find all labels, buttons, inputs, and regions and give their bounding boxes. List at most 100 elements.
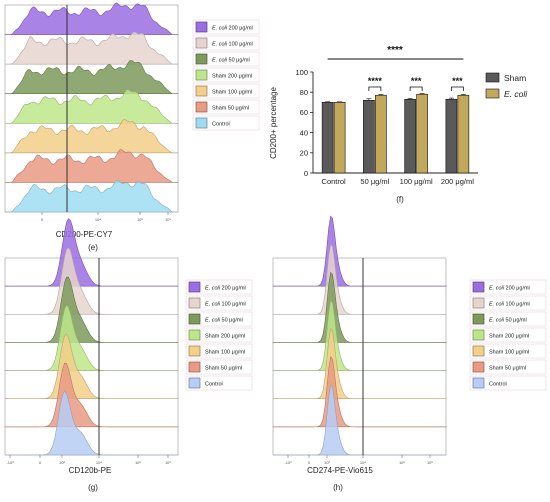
panel-f-significance-top: **** xyxy=(387,45,403,56)
x-tick-label: 10⁶ xyxy=(165,460,171,465)
legend-frame xyxy=(192,115,260,131)
x-tick-label: 10⁴ xyxy=(360,460,366,465)
legend-frame xyxy=(192,35,260,51)
histogram-curve xyxy=(4,304,179,371)
bar xyxy=(363,99,375,174)
panel-g-legend: E. coli 200 μg/ml E. coli 100 μg/ml E. col… xyxy=(185,279,253,391)
histogram-curve xyxy=(4,149,179,183)
y-tick-label: 60 xyxy=(300,108,308,117)
x-tick-label: -10³ xyxy=(284,460,292,465)
x-tick-label: Control xyxy=(322,177,347,186)
panel-h-histogram: -10³ 0 10³ 10⁴ 10⁵ 10⁶ xyxy=(272,215,447,465)
histogram-curve xyxy=(272,299,447,371)
histogram-curve xyxy=(4,60,179,95)
legend-frame xyxy=(469,359,547,375)
histogram-curve xyxy=(4,31,179,65)
x-tick-label: 10⁴ xyxy=(96,460,102,465)
legend-label: E. coli 100 μg/ml xyxy=(489,302,530,308)
legend-label: Sham 200 μg/ml xyxy=(205,334,245,340)
histogram-curve xyxy=(4,362,179,428)
legend-frame xyxy=(192,67,260,83)
bar xyxy=(416,93,428,174)
legend-label: E. coli 200 μg/ml xyxy=(212,26,253,32)
y-tick-label: 20 xyxy=(300,149,308,158)
legend-swatch xyxy=(472,281,485,293)
histogram-curve xyxy=(4,89,179,124)
histogram-curve xyxy=(5,390,178,456)
significance-bracket xyxy=(368,86,382,91)
legend-swatch xyxy=(195,117,208,129)
legend-swatch xyxy=(195,21,208,33)
x-tick-label: 10³ xyxy=(59,460,65,465)
legend-label: Sham 100 μg/ml xyxy=(212,90,252,96)
legend-frame xyxy=(185,343,253,359)
panel-g-caption: (g) xyxy=(88,483,98,492)
legend-label: Sham 50 μg/ml xyxy=(212,106,249,112)
legend-label: Sham 50 μg/ml xyxy=(205,366,242,372)
legend-frame xyxy=(469,327,547,343)
legend-swatch xyxy=(188,297,201,309)
legend-label: E. coli 100 μg/ml xyxy=(205,302,246,308)
legend-label: E. coli 200 μg/ml xyxy=(489,286,530,292)
legend-label: E. coli 200 μg/ml xyxy=(205,286,246,292)
legend-label: Control xyxy=(489,382,507,388)
legend-frame xyxy=(469,311,547,327)
legend-label: Control xyxy=(212,122,230,128)
panel-h-caption: (h) xyxy=(333,483,343,492)
bar xyxy=(333,102,346,174)
x-tick-label: 10⁵ xyxy=(137,217,143,222)
histogram-curve xyxy=(272,327,447,400)
x-tick-label: 200 μg/ml xyxy=(441,177,474,186)
bar xyxy=(375,94,387,174)
legend-swatch xyxy=(195,101,208,113)
significance-bracket xyxy=(409,86,423,91)
legend-frame xyxy=(469,279,547,295)
significance-bracket xyxy=(450,86,464,91)
legend-swatch xyxy=(188,345,201,357)
legend-label: Sham 100 μg/ml xyxy=(489,350,529,356)
significance-stars: *** xyxy=(411,76,422,86)
legend-swatch xyxy=(472,313,485,325)
legend-swatch xyxy=(188,313,201,325)
panel-e-legend: E. coli 200 μg/ml E. coli 100 μg/ml E. col… xyxy=(192,19,260,131)
legend-swatch xyxy=(188,329,201,341)
legend-swatch xyxy=(472,361,485,373)
legend-swatch xyxy=(188,361,201,373)
panel-e-caption: (e) xyxy=(88,243,98,252)
y-tick-label: 40 xyxy=(300,128,308,137)
legend-swatch xyxy=(188,281,201,293)
legend-label: Sham 50 μg/ml xyxy=(489,366,526,372)
legend-swatch xyxy=(472,329,485,341)
legend-frame xyxy=(192,51,260,67)
histogram-curve xyxy=(272,215,447,287)
legend-label: Sham 100 μg/ml xyxy=(205,350,245,356)
legend-swatch xyxy=(195,37,208,49)
plot-frame xyxy=(272,257,447,456)
histogram-curve xyxy=(272,271,447,343)
panel-e-xlabel: CD200-PE-CY7 xyxy=(56,230,113,239)
legend-frame xyxy=(185,375,253,391)
legend-frame xyxy=(469,295,547,311)
bar xyxy=(445,98,458,174)
panel-f-legend: Sham E. coli xyxy=(485,72,528,99)
legend-swatch xyxy=(188,377,201,389)
significance-stars: **** xyxy=(368,76,383,86)
x-tick-label: 10³ xyxy=(324,460,330,465)
legend-label: E. coli 50 μg/ml xyxy=(205,318,243,324)
x-tick-label: 10⁴ xyxy=(95,217,101,222)
y-tick-label: 100 xyxy=(295,68,308,77)
legend-frame xyxy=(192,99,260,115)
panel-e-histogram: 0 10⁴ 10⁵ 10⁶ xyxy=(4,2,179,222)
legend-swatch xyxy=(485,72,500,83)
histogram-curve xyxy=(272,356,447,428)
legend-swatch xyxy=(472,297,485,309)
histogram-curve xyxy=(273,384,446,456)
histogram-curve xyxy=(4,218,179,287)
panel-f-caption: (f) xyxy=(396,195,404,204)
legend-label: Sham 200 μg/ml xyxy=(489,334,529,340)
legend-swatch xyxy=(195,69,208,81)
legend-swatch xyxy=(485,88,500,99)
x-tick-label: 10⁵ xyxy=(135,460,141,465)
bar xyxy=(404,98,416,174)
